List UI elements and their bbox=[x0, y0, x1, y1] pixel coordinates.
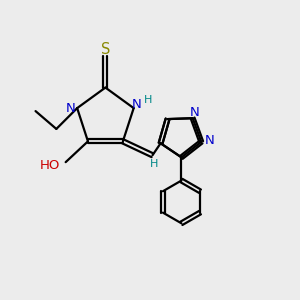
Text: H: H bbox=[150, 159, 158, 169]
Text: HO: HO bbox=[40, 159, 60, 172]
Text: H: H bbox=[144, 95, 153, 105]
Text: N: N bbox=[190, 106, 200, 119]
Text: S: S bbox=[101, 42, 110, 57]
Text: N: N bbox=[205, 134, 214, 147]
Text: N: N bbox=[132, 98, 142, 111]
Text: N: N bbox=[66, 102, 76, 115]
